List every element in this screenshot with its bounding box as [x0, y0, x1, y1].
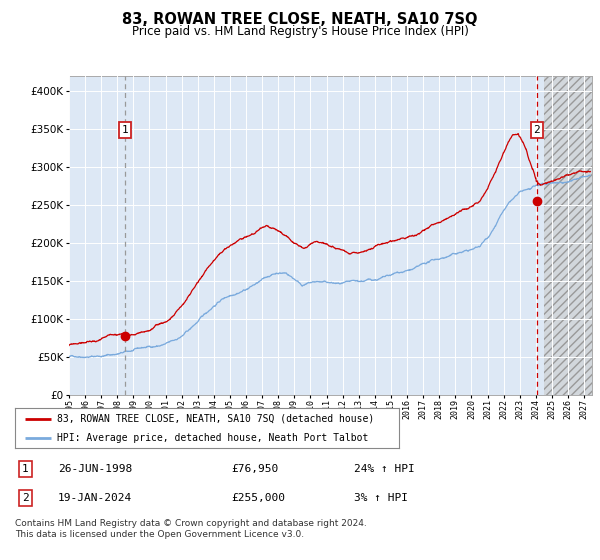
Bar [544, 76, 592, 395]
Bar [544, 76, 592, 395]
Text: Contains HM Land Registry data © Crown copyright and database right 2024.
This d: Contains HM Land Registry data © Crown c… [15, 519, 367, 539]
Text: 2: 2 [533, 125, 540, 135]
Text: 1: 1 [122, 125, 128, 135]
Text: 3% ↑ HPI: 3% ↑ HPI [354, 493, 408, 503]
Text: 1: 1 [22, 464, 29, 474]
Text: 19-JAN-2024: 19-JAN-2024 [58, 493, 132, 503]
Text: HPI: Average price, detached house, Neath Port Talbot: HPI: Average price, detached house, Neat… [57, 433, 368, 443]
Text: £255,000: £255,000 [232, 493, 286, 503]
Text: 83, ROWAN TREE CLOSE, NEATH, SA10 7SQ (detached house): 83, ROWAN TREE CLOSE, NEATH, SA10 7SQ (d… [57, 414, 374, 424]
Text: 83, ROWAN TREE CLOSE, NEATH, SA10 7SQ: 83, ROWAN TREE CLOSE, NEATH, SA10 7SQ [122, 12, 478, 27]
Text: Price paid vs. HM Land Registry's House Price Index (HPI): Price paid vs. HM Land Registry's House … [131, 25, 469, 38]
Text: 26-JUN-1998: 26-JUN-1998 [58, 464, 132, 474]
Text: 24% ↑ HPI: 24% ↑ HPI [354, 464, 415, 474]
Text: £76,950: £76,950 [232, 464, 279, 474]
Text: 2: 2 [22, 493, 29, 503]
